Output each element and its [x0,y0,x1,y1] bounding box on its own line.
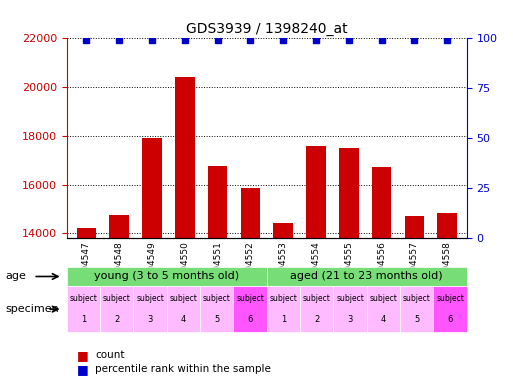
Text: subject: subject [403,295,431,303]
Text: subject: subject [103,295,131,303]
Bar [306,146,326,238]
Text: 1: 1 [281,315,286,324]
Text: count: count [95,350,125,360]
Text: 6: 6 [247,315,253,324]
Text: 1: 1 [81,315,86,324]
Bar [208,166,227,238]
Text: subject: subject [169,295,198,303]
Bar [175,77,194,238]
Text: 4: 4 [181,315,186,324]
Text: aged (21 to 23 months old): aged (21 to 23 months old) [290,271,443,281]
Title: GDS3939 / 1398240_at: GDS3939 / 1398240_at [186,22,348,36]
Bar [437,212,457,238]
Text: 5: 5 [214,315,220,324]
Bar [405,216,424,238]
Text: 2: 2 [314,315,320,324]
Text: subject: subject [69,295,97,303]
Bar [142,138,162,238]
Text: subject: subject [336,295,364,303]
Bar [372,167,391,238]
Text: 6: 6 [447,315,453,324]
Text: percentile rank within the sample: percentile rank within the sample [95,364,271,374]
Text: 3: 3 [147,315,153,324]
Text: age: age [5,271,26,281]
Text: subject: subject [136,295,164,303]
Text: 4: 4 [381,315,386,324]
Text: subject: subject [203,295,231,303]
Text: subject: subject [303,295,331,303]
Text: young (3 to 5 months old): young (3 to 5 months old) [94,271,239,281]
Bar [339,148,359,238]
Text: specimen: specimen [5,304,59,314]
Text: ■: ■ [77,363,89,376]
Bar [76,228,96,238]
Bar [273,223,293,238]
Text: subject: subject [269,295,298,303]
Text: subject: subject [436,295,464,303]
Text: ■: ■ [77,349,89,362]
Text: subject: subject [236,295,264,303]
Text: 2: 2 [114,315,120,324]
Text: 3: 3 [347,315,353,324]
Text: subject: subject [369,295,398,303]
Text: 5: 5 [414,315,420,324]
Bar [241,188,260,238]
Bar [109,215,129,238]
